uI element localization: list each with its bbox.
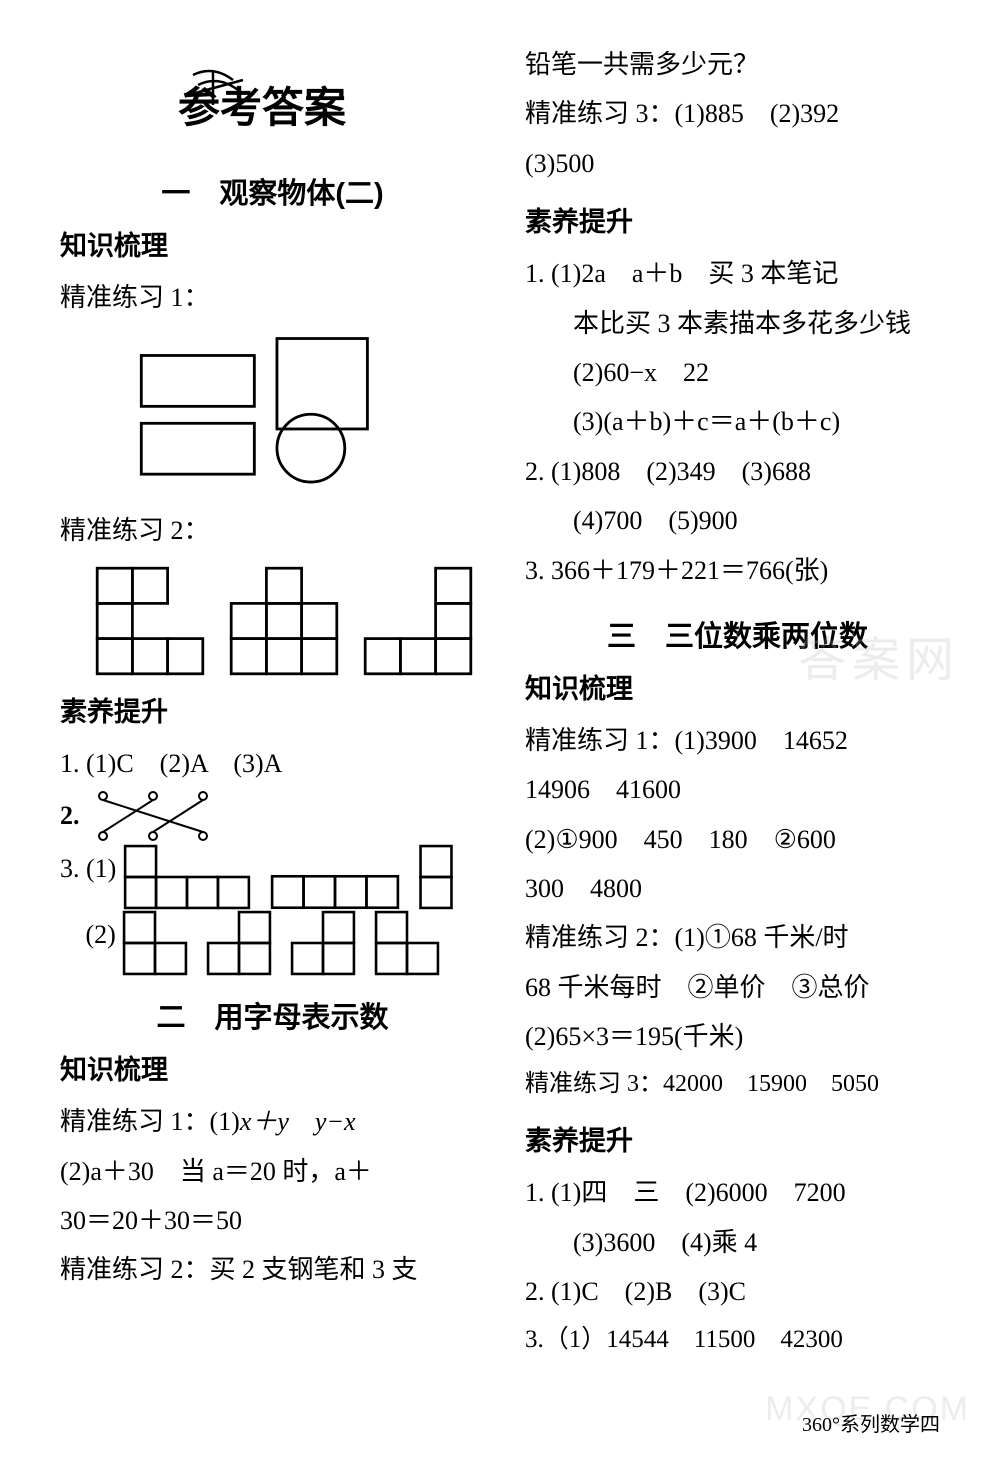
s3-p2c: (2)65×3＝195(千米) bbox=[525, 1012, 950, 1061]
s3-p1a: 精准练习 1：(1)3900 14652 bbox=[525, 716, 950, 765]
s2-p1-prefix: 精准练习 1：(1) bbox=[60, 1107, 240, 1136]
r-q1d: (3)(a＋b)＋c＝a＋(b＋c) bbox=[525, 397, 950, 446]
s3-q1b: (3)3600 (4)乘 4 bbox=[525, 1218, 950, 1267]
s3-h2: 素养提升 bbox=[525, 1119, 950, 1158]
q3-1-label: 3. (1) bbox=[60, 844, 116, 893]
s2-p2b: 30＝20＋30＝50 bbox=[60, 1196, 485, 1245]
s3-p2a: 精准练习 2：(1)①68 千米/时 bbox=[525, 913, 950, 962]
q3-2-row: 3. (2) bbox=[60, 910, 485, 976]
cross-match-diagram bbox=[88, 788, 218, 844]
left-column: 参考答案 一 观察物体(二) 知识梳理 精准练习 1： 精准练习 2： 素养提升… bbox=[60, 40, 485, 1364]
page-title: 参考答案 bbox=[60, 60, 485, 140]
r-q2b: (4)700 (5)900 bbox=[525, 496, 950, 545]
knowledge-heading: 知识梳理 bbox=[60, 224, 485, 263]
s3-h1: 知识梳理 bbox=[525, 667, 950, 706]
knowledge-heading-2: 知识梳理 bbox=[60, 1048, 485, 1087]
section-2-title: 二 用字母表示数 bbox=[60, 994, 485, 1036]
r-q3: 3. 366＋179＋221＝766(张) bbox=[525, 546, 950, 595]
practice-2-diagram bbox=[60, 566, 485, 676]
q1: 1. (1)C (2)A (3)A bbox=[60, 739, 485, 788]
s3-p1d: 300 4800 bbox=[525, 864, 950, 913]
q3-2-label: (2) bbox=[86, 910, 116, 959]
q2-label: 2. bbox=[60, 791, 80, 840]
practice-1-label: 精准练习 1： bbox=[60, 273, 485, 322]
r-l2: 精准练习 3：(1)885 (2)392 bbox=[525, 89, 950, 138]
practice-2-label: 精准练习 2： bbox=[60, 506, 485, 555]
s3-q2: 2. (1)C (2)B (3)C bbox=[525, 1267, 950, 1316]
s3-p2b: 68 千米每时 ②单价 ③总价 bbox=[525, 963, 950, 1012]
r-l1: 铅笔一共需多少元？ bbox=[525, 40, 950, 89]
r-h1: 素养提升 bbox=[525, 200, 950, 239]
literacy-heading: 素养提升 bbox=[60, 690, 485, 729]
q2-row: 2. bbox=[60, 788, 485, 844]
section-1-title: 一 观察物体(二) bbox=[60, 170, 485, 212]
right-column: 铅笔一共需多少元？ 精准练习 3：(1)885 (2)392 (3)500 素养… bbox=[525, 40, 950, 1364]
s2-p1: 精准练习 1：(1)x＋y y−x bbox=[60, 1097, 485, 1146]
section-3-title: 三 三位数乘两位数 bbox=[525, 613, 950, 655]
r-q1b: 本比买 3 本素描本多花多少钱 bbox=[525, 299, 950, 348]
s3-p1b: 14906 41600 bbox=[525, 765, 950, 814]
practice-1-diagram bbox=[60, 332, 485, 492]
r-q1a: 1. (1)2a a＋b 买 3 本笔记 bbox=[525, 249, 950, 298]
r-q2a: 2. (1)808 (2)349 (3)688 bbox=[525, 447, 950, 496]
s2-p2a: (2)a＋30 当 a＝20 时，a＋ bbox=[60, 1147, 485, 1196]
s3-q3: 3.（1）14544 11500 42300 bbox=[525, 1316, 950, 1364]
r-l3: (3)500 bbox=[525, 139, 950, 188]
page: 参考答案 一 观察物体(二) 知识梳理 精准练习 1： 精准练习 2： 素养提升… bbox=[0, 0, 1000, 1384]
svg-text:参考答案: 参考答案 bbox=[178, 85, 347, 132]
s3-q1a: 1. (1)四 三 (2)6000 7200 bbox=[525, 1168, 950, 1217]
s3-p3: 精准练习 3：42000 15900 5050 bbox=[525, 1062, 950, 1108]
r-q1c: (2)60−x 22 bbox=[525, 348, 950, 397]
s2-p1-expr: x＋y y−x bbox=[240, 1107, 356, 1136]
s3-p1c: (2)①900 450 180 ②600 bbox=[525, 815, 950, 864]
page-footer: 360°系列数学四 bbox=[802, 1408, 940, 1437]
s2-p3: 精准练习 2：买 2 支钢笔和 3 支 bbox=[60, 1245, 485, 1294]
q3-1-row: 3. (1) bbox=[60, 844, 485, 910]
